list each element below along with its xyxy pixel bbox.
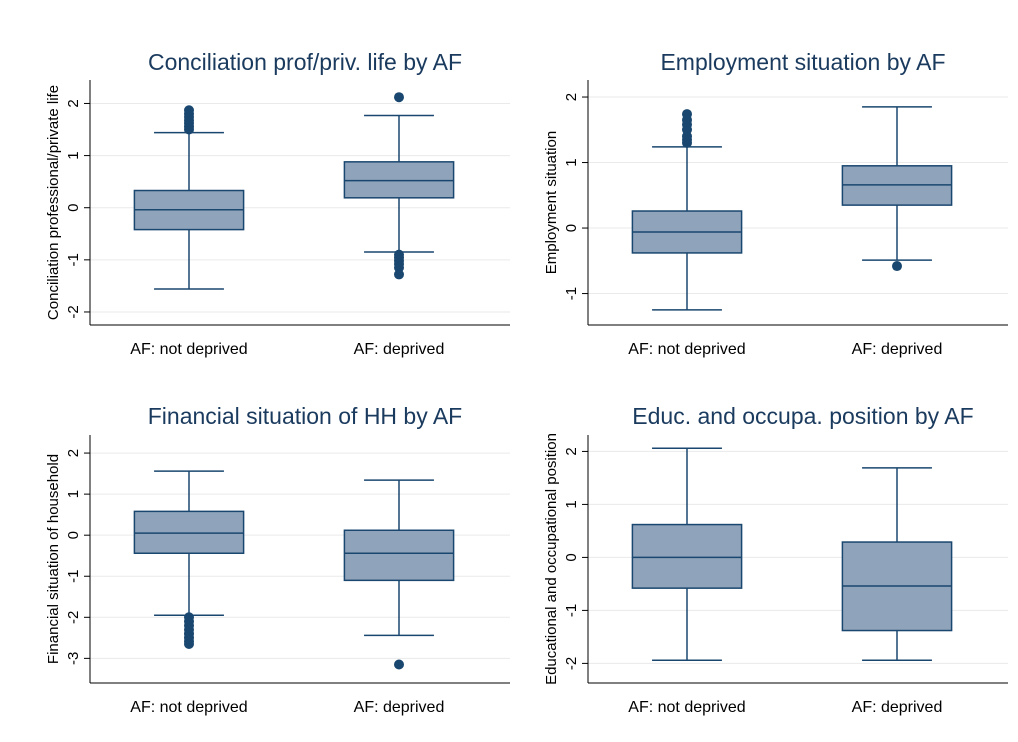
box [133,510,245,555]
chart-title: Educ. and occupa. position by AF [632,403,973,429]
y-tick-label: 2 [563,447,580,455]
y-axis-label: Financial situation of household [45,454,62,664]
x-tick-label: AF: deprived [852,341,943,358]
x-tick-label: AF: not deprived [130,699,247,716]
y-tick-label: 2 [65,99,82,107]
x-tick-label: AF: deprived [354,341,445,358]
x-tick-label: AF: deprived [354,699,445,716]
y-tick-label: -2 [65,611,82,624]
y-tick-label: -1 [65,570,82,583]
y-axis-label: Conciliation professional/private life [45,85,62,320]
outlier [394,269,404,280]
y-axis-label: Educational and occupational position [543,433,560,685]
y-tick-label: 1 [65,151,82,159]
y-tick-label: 0 [65,531,82,539]
y-tick-label: 0 [65,204,82,212]
outlier [394,659,404,670]
y-tick-label: -1 [563,287,580,300]
y-tick-label: 2 [65,449,82,457]
x-tick-label: AF: not deprived [628,699,745,716]
y-tick-label: 0 [563,224,580,232]
box [631,523,743,589]
chart-title: Employment situation by AF [660,49,945,75]
outlier [184,638,194,649]
y-tick-label: 1 [563,500,580,508]
box [343,161,455,199]
chart-title: Conciliation prof/priv. life by AF [148,49,462,75]
y-tick-label: -2 [65,305,82,318]
y-tick-label: -1 [65,253,82,266]
outlier [184,105,194,116]
x-tick-label: AF: deprived [852,699,943,716]
outlier [892,261,902,272]
outlier [394,92,404,103]
y-tick-label: 1 [65,490,82,498]
y-tick-label: -1 [563,604,580,617]
y-tick-label: 0 [563,553,580,561]
y-tick-label: 1 [563,158,580,166]
chart-title: Financial situation of HH by AF [148,403,462,429]
outlier [682,109,692,120]
y-tick-label: -2 [563,657,580,670]
x-tick-label: AF: not deprived [628,341,745,358]
y-tick-label: -3 [65,652,82,665]
x-tick-label: AF: not deprived [130,341,247,358]
box [343,529,455,582]
y-axis-label: Employment situation [543,131,560,274]
y-tick-label: 2 [563,93,580,101]
